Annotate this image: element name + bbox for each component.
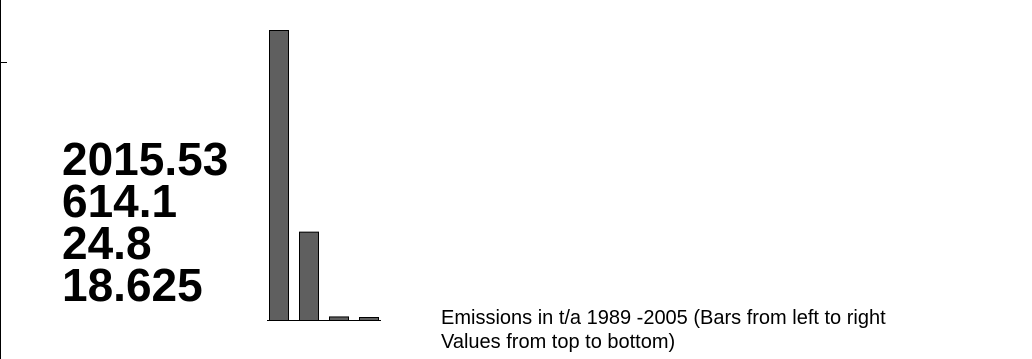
value-label-4: 18.625	[62, 259, 203, 311]
value-labels-list: 2015.53 614.1 24.8 18.625	[62, 133, 229, 311]
bar-1	[269, 30, 289, 321]
bar-4	[359, 317, 379, 321]
caption-line-2: Values from top to bottom)	[441, 331, 676, 353]
value-label-3: 24.8	[62, 217, 152, 269]
caption-line-1: Emissions in t/a 1989 -2005 (Bars from l…	[441, 307, 886, 329]
left-frame-line	[0, 0, 1, 359]
value-label-2: 614.1	[62, 175, 178, 227]
chart-caption: Emissions in t/a 1989 -2005 (Bars from l…	[441, 306, 886, 354]
value-label-1: 2015.53	[62, 133, 229, 185]
frame-tick	[0, 62, 7, 63]
bar-2	[299, 231, 319, 321]
bar-3	[329, 316, 349, 321]
